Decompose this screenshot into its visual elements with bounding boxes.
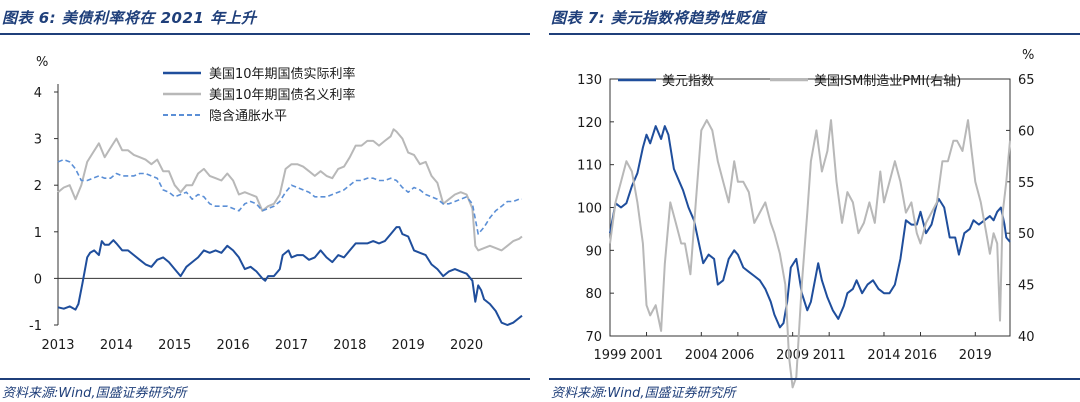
series-line-3 <box>57 158 522 235</box>
x-tick-label: 2006 <box>721 348 754 363</box>
x-tick-label: 2001 <box>630 348 663 363</box>
legend-label: 隐含通胀水平 <box>209 108 287 124</box>
legend-label: 美元指数 <box>662 74 714 89</box>
series-line-2 <box>609 119 1011 389</box>
x-tick-label: 2014 <box>100 338 133 353</box>
x-tick-label: 2017 <box>275 338 308 353</box>
y-right-tick-label: 50 <box>1018 227 1035 242</box>
x-tick-label: 1999 <box>593 348 626 363</box>
y-right-tick-label: 65 <box>1018 73 1035 88</box>
figure-7-source: 资料来源:Wind,国盛证券研究所 <box>551 386 736 401</box>
x-tick-label: 2020 <box>450 338 483 353</box>
x-tick-label: 2009 <box>776 348 809 363</box>
y-right-tick-label: 60 <box>1018 124 1035 139</box>
figure-6-panel: 图表 6: 美债利率将在 2021 年上升 % -1 0 1 2 3 4 2013 2014 20… <box>0 0 530 402</box>
figure-7-panel: 图表 7: 美元指数将趋势性贬值 70 80 90 100 110 120 130% 40 45… <box>549 0 1080 402</box>
y-left-tick-label: 120 <box>577 116 602 131</box>
x-tick-label: 2016 <box>217 338 250 353</box>
y-left-tick-label: 80 <box>585 287 602 302</box>
x-tick-label: 2011 <box>813 348 846 363</box>
figure-7-bottom-rule <box>549 378 1080 380</box>
figure-7-chart: 70 80 90 100 110 120 130% 40 45 50 55 60 65 1999 2001 2… <box>577 48 1035 389</box>
y-axis-unit: % <box>36 55 48 70</box>
x-tick-label: 2004 <box>685 348 718 363</box>
y-right-tick-label: 40 <box>1018 330 1035 345</box>
legend-label: 美国10年期国债名义利率 <box>209 87 356 103</box>
figure-6-chart: % -1 0 1 2 3 4 2013 2014 2015 2016 2017 2018 2019 2020… <box>29 55 523 353</box>
y-right-axis-unit: % <box>1022 48 1034 63</box>
x-tick-label: 2018 <box>333 338 366 353</box>
y-left-tick-label: 110 <box>577 159 602 174</box>
legend-label: 美国10年期国债实际利率 <box>209 66 356 82</box>
y-left-tick-label: 100 <box>577 202 602 217</box>
x-tick-label: 2016 <box>904 348 937 363</box>
y-tick-label: -1 <box>29 319 42 334</box>
y-tick-label: 2 <box>34 179 42 194</box>
y-tick-label: 3 <box>34 133 42 148</box>
y-right-tick-label: 55 <box>1018 176 1035 191</box>
y-tick-label: 1 <box>34 226 42 241</box>
figure-6-source: 资料来源:Wind,国盛证券研究所 <box>2 386 187 401</box>
series-line-2 <box>57 128 523 252</box>
figure-7-title: 图表 7: 美元指数将趋势性贬值 <box>551 9 766 27</box>
x-tick-label: 2014 <box>867 348 900 363</box>
figure-6-bottom-rule <box>0 378 530 380</box>
y-right-tick-label: 45 <box>1018 279 1035 294</box>
x-tick-label: 2019 <box>959 348 992 363</box>
y-left-tick-label: 70 <box>585 330 602 345</box>
y-tick-label: 4 <box>34 86 42 101</box>
series-line-1 <box>57 226 523 326</box>
figure-7-top-rule <box>549 33 1080 35</box>
y-left-tick-label: 90 <box>585 244 602 259</box>
figure-6-title: 图表 6: 美债利率将在 2021 年上升 <box>2 9 257 27</box>
x-tick-label: 2015 <box>158 338 191 353</box>
x-tick-label: 2013 <box>41 338 74 353</box>
series-line-1 <box>609 125 1011 329</box>
legend-label: 美国ISM制造业PMI(右轴) <box>814 74 961 89</box>
y-tick-label: 0 <box>34 272 42 287</box>
y-left-tick-label: 130 <box>577 73 602 88</box>
figure-6-top-rule <box>0 33 530 35</box>
x-tick-label: 2019 <box>392 338 425 353</box>
